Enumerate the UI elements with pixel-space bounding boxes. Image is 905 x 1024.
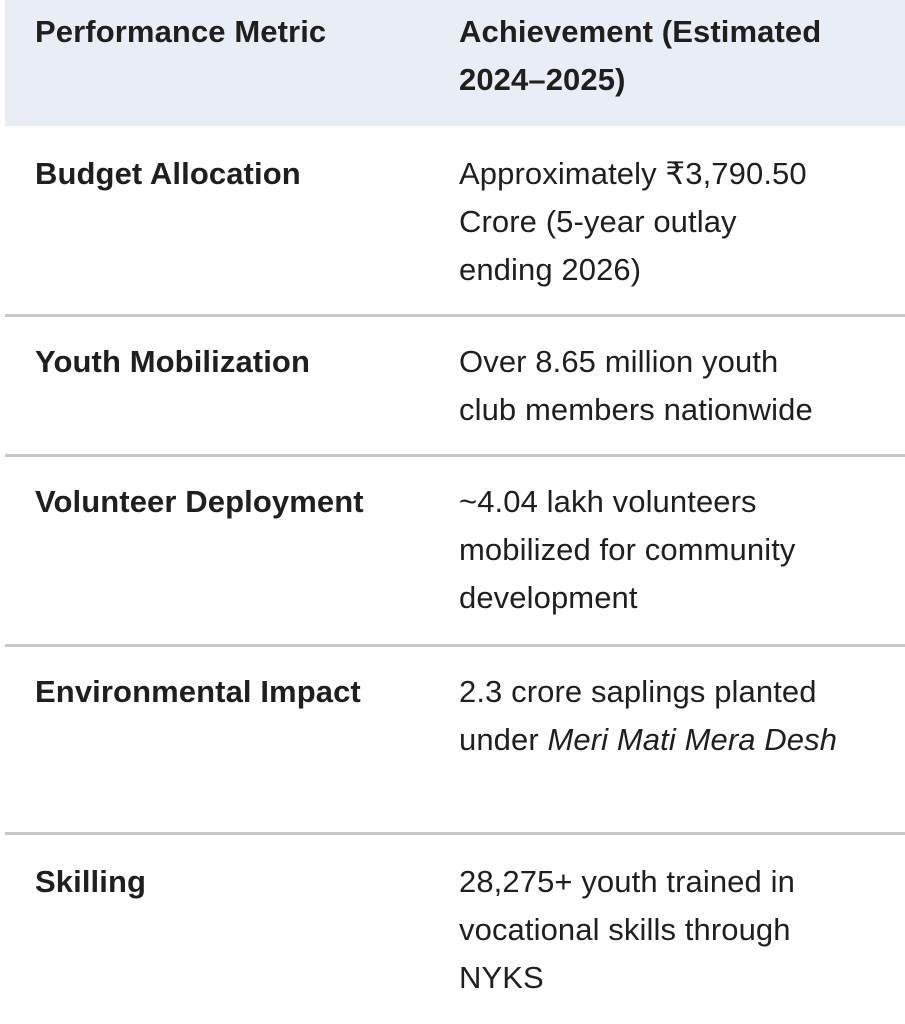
value-line: vocational skills through <box>459 912 791 947</box>
row-metric-volunteer-deployment: Volunteer Deployment <box>35 484 364 519</box>
row-metric-budget-allocation: Budget Allocation <box>35 156 301 191</box>
row-value-youth-mobilization: Over 8.65 million youth club members nat… <box>459 338 899 434</box>
value-line: development <box>459 580 638 615</box>
row-metric-environmental-impact: Environmental Impact <box>35 674 361 709</box>
value-line: Over 8.65 million youth <box>459 344 779 379</box>
row-metric-youth-mobilization: Youth Mobilization <box>35 344 311 379</box>
row-divider <box>5 832 905 835</box>
value-line: ending 2026) <box>459 252 642 287</box>
campaign-name: Meri Mati Mera Desh <box>547 722 838 757</box>
value-line: Crore (5-year outlay <box>459 204 737 239</box>
value-line: 2.3 crore saplings planted <box>459 674 817 709</box>
row-value-environmental-impact: 2.3 crore saplings planted under Meri Ma… <box>459 668 899 764</box>
row-value-budget-allocation: Approximately ₹3,790.50 Crore (5-year ou… <box>459 150 899 294</box>
row-metric-skilling: Skilling <box>35 864 147 899</box>
row-value-skilling: 28,275+ youth trained in vocational skil… <box>459 858 899 1002</box>
row-divider <box>5 454 905 457</box>
value-line: 28,275+ youth trained in <box>459 864 795 899</box>
value-prefix: under <box>459 722 548 757</box>
header-achievement: Achievement (Estimated 2024–2025) <box>459 8 899 104</box>
header-achievement-line1: Achievement (Estimated <box>459 14 822 49</box>
value-line: Approximately ₹3,790.50 <box>459 156 807 191</box>
value-line: ~4.04 lakh volunteers <box>459 484 757 519</box>
value-line: under Meri Mati Mera Desh <box>459 716 899 764</box>
row-value-volunteer-deployment: ~4.04 lakh volunteers mobilized for comm… <box>459 478 899 622</box>
table-header: Performance Metric Achievement (Estimate… <box>5 0 905 126</box>
value-line: mobilized for community <box>459 532 796 567</box>
row-divider <box>5 314 905 317</box>
header-achievement-line2: 2024–2025) <box>459 62 626 97</box>
value-line: club members nationwide <box>459 392 813 427</box>
row-divider <box>5 644 905 647</box>
header-performance-metric: Performance Metric <box>35 14 327 49</box>
value-line: NYKS <box>459 960 544 995</box>
